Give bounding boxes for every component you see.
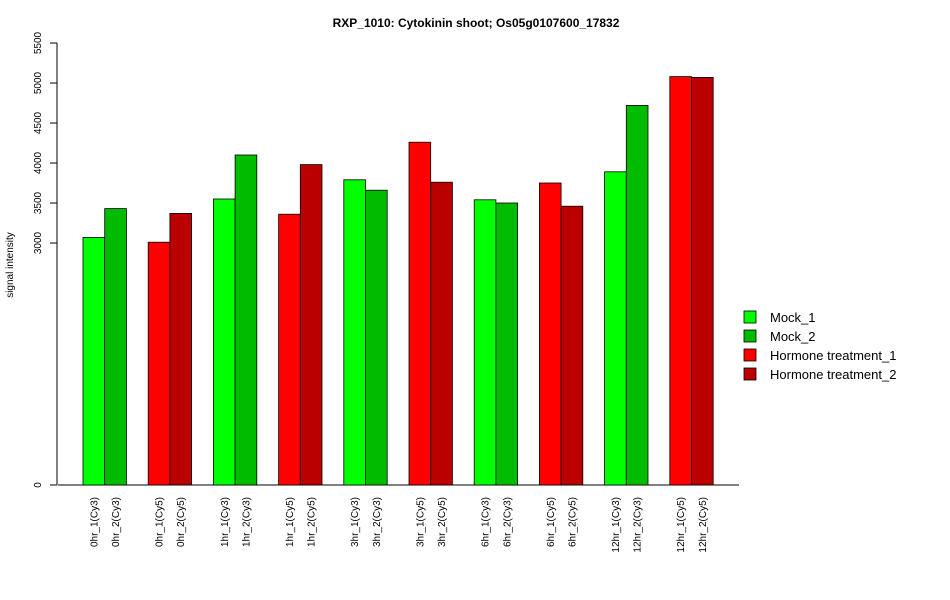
bar — [365, 189, 388, 486]
y-tick-label: 4000 — [33, 151, 44, 174]
bar — [234, 154, 258, 486]
bars — [82, 76, 714, 486]
x-tick-label: 12hr_1(Cy3) — [611, 497, 622, 553]
bar — [539, 182, 562, 486]
x-tick-label: 12hr_1(Cy5) — [676, 497, 687, 553]
x-tick-label: 6hr_1(Cy3) — [481, 497, 492, 547]
y-tick-label: 5500 — [33, 31, 44, 54]
y-tick-label: 4500 — [33, 111, 44, 134]
x-tick-label: 3hr_2(Cy5) — [437, 497, 448, 547]
legend-label: Hormone treatment_1 — [770, 348, 896, 363]
x-tick-label: 6hr_2(Cy5) — [568, 497, 579, 547]
x-tick-label: 12hr_2(Cy5) — [698, 497, 709, 553]
x-tick-label: 0hr_2(Cy5) — [176, 497, 187, 547]
bar — [82, 236, 106, 486]
y-tick-label: 5000 — [33, 71, 44, 94]
legend: Mock_1 Mock_2 Hormone treatment_1 Hormone t… — [743, 310, 896, 382]
x-tick-label: 0hr_1(Cy5) — [155, 497, 166, 547]
x-tick-label: 1hr_1(Cy3) — [220, 497, 231, 547]
x-tick-label: 1hr_1(Cy5) — [285, 497, 296, 547]
x-tick-label: 1hr_2(Cy3) — [241, 497, 252, 547]
y-tick-label: 0 — [33, 482, 44, 488]
bar — [495, 202, 518, 486]
bar — [212, 198, 236, 486]
bar — [669, 76, 692, 486]
bar — [625, 105, 649, 486]
bar — [691, 77, 714, 486]
y-axis-label: signal intensity — [5, 232, 16, 298]
x-tick-label: 0hr_2(Cy3) — [111, 497, 122, 547]
y-axis: 0 3000 3500 4000 4500 5000 5500 — [33, 31, 58, 488]
x-tick-label: 3hr_1(Cy3) — [350, 497, 361, 547]
x-tick-labels: 0hr_1(Cy3) 0hr_2(Cy3) 0hr_1(Cy5) 0hr_2(Cy5)… — [89, 497, 709, 553]
bar — [343, 179, 366, 486]
bar — [278, 213, 301, 486]
x-tick-label: 6hr_1(Cy5) — [546, 497, 557, 547]
legend-label: Mock_2 — [770, 329, 816, 344]
x-tick-label: 3hr_1(Cy5) — [415, 497, 426, 547]
legend-swatch — [743, 367, 757, 381]
bar — [604, 171, 627, 486]
bar — [473, 199, 497, 486]
legend-label: Mock_1 — [770, 310, 816, 325]
bar — [104, 208, 127, 486]
x-tick-label: 6hr_2(Cy3) — [502, 497, 513, 547]
chart-title: RXP_1010: Cytokinin shoot; Os05g0107600_… — [333, 16, 620, 30]
bar — [560, 205, 584, 486]
x-tick-label: 1hr_2(Cy5) — [307, 497, 318, 547]
bar — [430, 181, 453, 486]
x-tick-label: 3hr_2(Cy3) — [372, 497, 383, 547]
legend-swatch — [743, 310, 757, 324]
bar — [299, 164, 323, 486]
y-tick-label: 3500 — [33, 191, 44, 214]
legend-swatch — [743, 329, 757, 343]
bar — [169, 212, 192, 486]
x-tick-label: 0hr_1(Cy3) — [89, 497, 100, 547]
bar — [147, 241, 171, 486]
legend-swatch — [743, 348, 757, 362]
bar — [408, 141, 432, 486]
x-tick-label: 12hr_2(Cy3) — [633, 497, 644, 553]
legend-label: Hormone treatment_2 — [770, 367, 896, 382]
y-tick-label: 3000 — [33, 231, 44, 254]
